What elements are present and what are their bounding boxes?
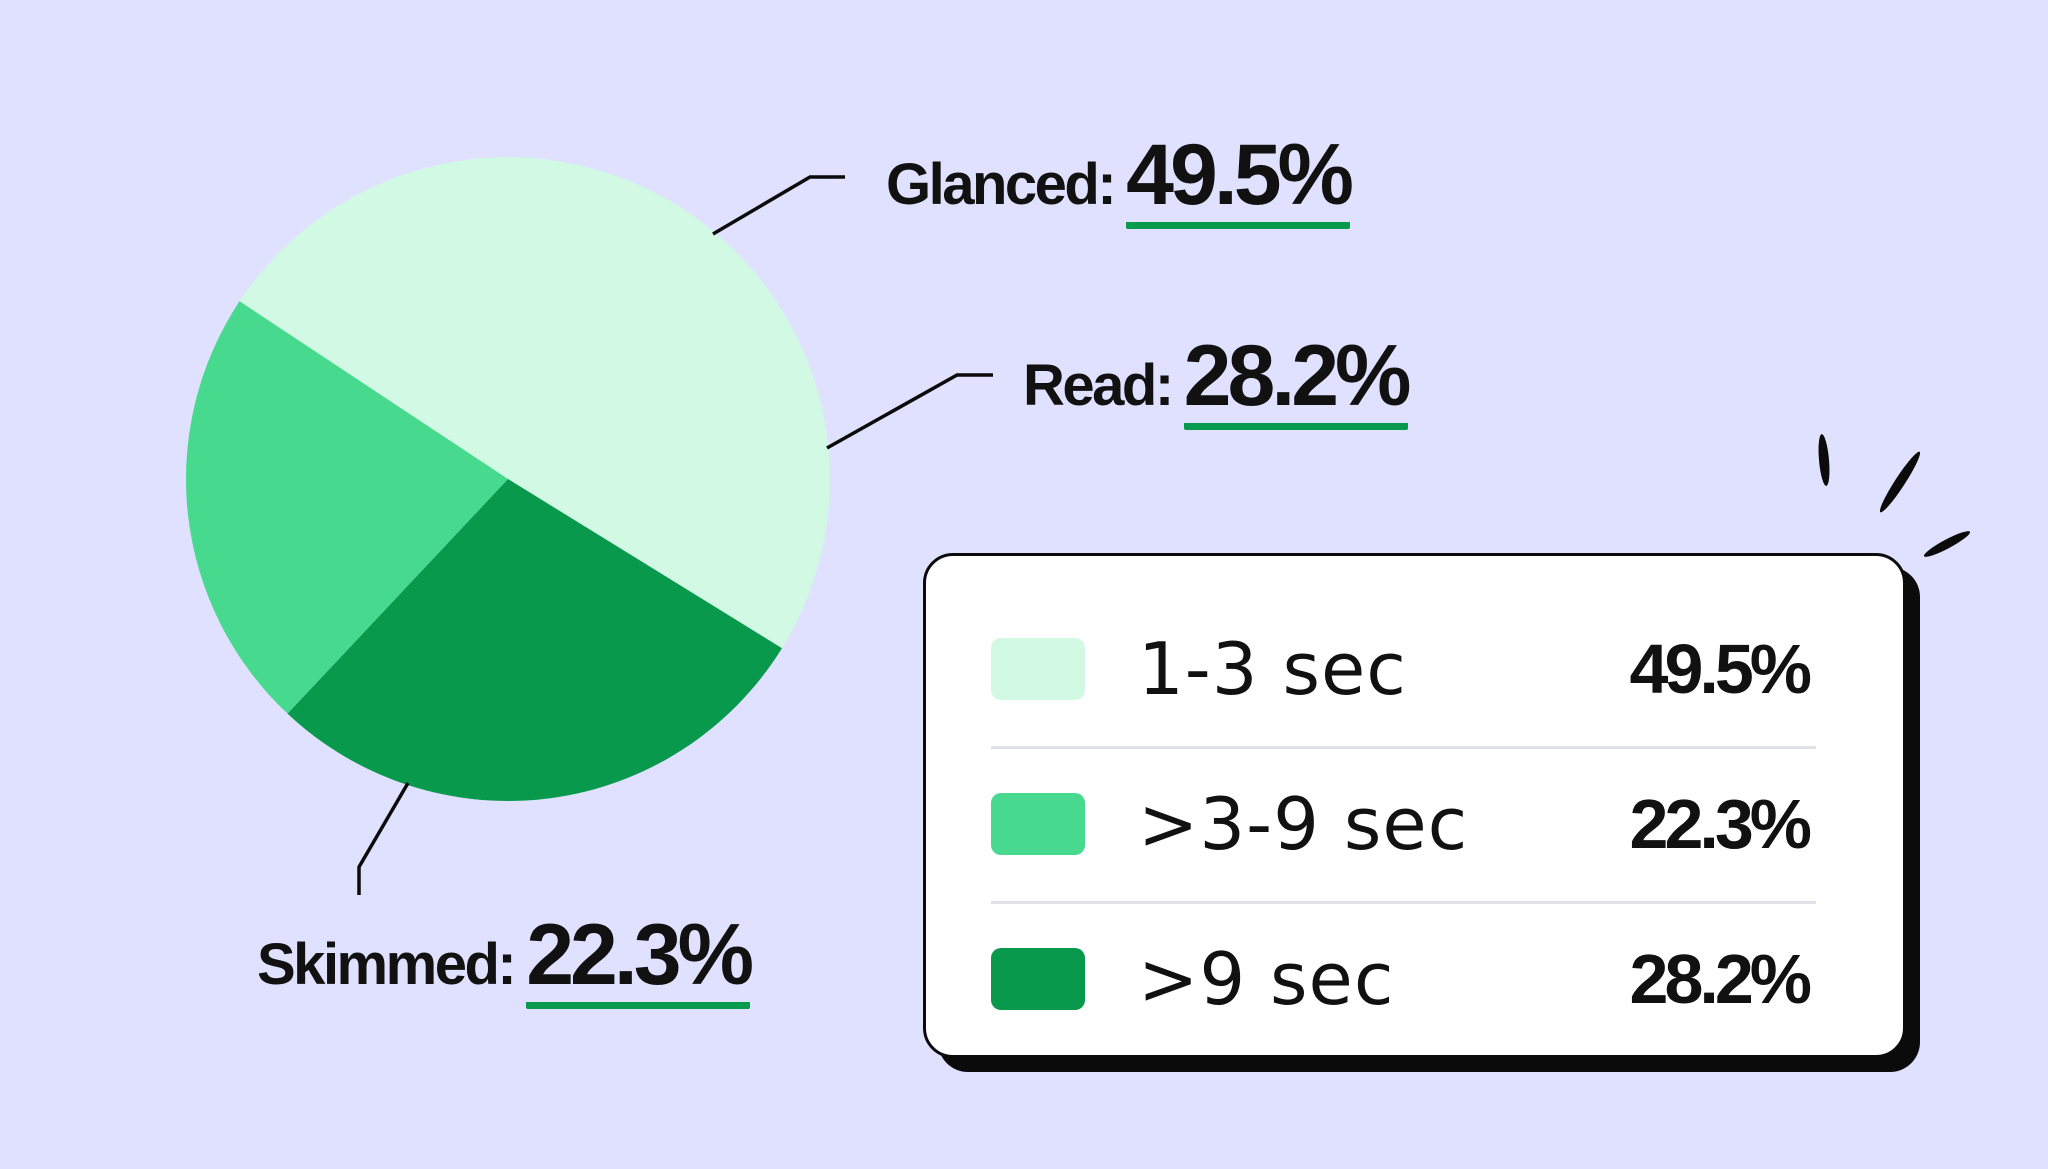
callout-read-label: Read:	[1023, 353, 1174, 418]
legend-label-3-9-sec: >3-9 sec	[1138, 781, 1469, 866]
leader-line-skimmed	[357, 782, 410, 895]
callout-skimmed-label: Skimmed:	[257, 932, 517, 997]
legend-value-3-9-sec: 22.3%	[1629, 784, 1812, 863]
pie-slice-read	[287, 479, 782, 802]
sparkle-icon	[1818, 434, 1971, 557]
pie-slices	[186, 157, 830, 802]
callout-skimmed: Skimmed: 22.3%	[257, 912, 754, 1009]
legend-label-9-sec: >9 sec	[1138, 936, 1395, 1021]
legend-row-3-9-sec: >3-9 sec 22.3%	[991, 746, 1816, 904]
legend-swatch-1-3-sec	[991, 637, 1085, 700]
legend-row-9-sec: >9 sec 28.2%	[991, 901, 1816, 1056]
sparkle-stroke-1	[1818, 434, 1830, 486]
callout-read: Read: 28.2%	[1023, 333, 1412, 430]
callout-glanced-label: Glanced:	[886, 152, 1117, 217]
callout-read-value: 28.2%	[1183, 333, 1412, 430]
sparkle-stroke-2	[1879, 451, 1921, 513]
pie-slice-skimmed	[186, 301, 508, 714]
leader-line-read	[826, 373, 993, 450]
legend-value-9-sec: 28.2%	[1629, 939, 1812, 1018]
callout-glanced-value: 49.5%	[1126, 132, 1354, 229]
legend-label-1-3-sec: 1-3 sec	[1138, 626, 1407, 711]
pie-slice-glanced	[239, 157, 830, 649]
legend-swatch-9-sec	[991, 947, 1085, 1010]
legend-value-1-3-sec: 49.5%	[1629, 629, 1812, 708]
callout-skimmed-value: 22.3%	[526, 912, 754, 1009]
callout-glanced: Glanced: 49.5%	[886, 132, 1354, 229]
legend-swatch-3-9-sec	[991, 792, 1085, 855]
legend-row-1-3-sec: 1-3 sec 49.5%	[991, 591, 1816, 749]
leader-line-glanced	[712, 175, 845, 236]
leader-lines	[357, 175, 993, 895]
sparkle-stroke-3	[1923, 531, 1971, 557]
legend-card: 1-3 sec 49.5% >3-9 sec 22.3% >9 sec 28.2…	[923, 553, 1906, 1058]
